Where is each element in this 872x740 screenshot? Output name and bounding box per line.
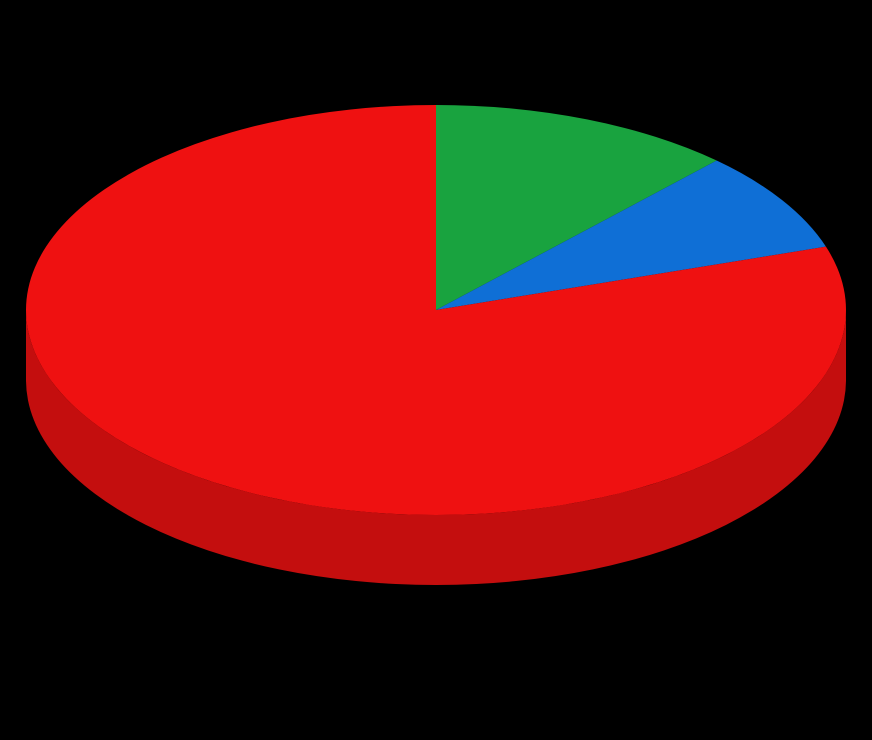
pie-chart-3d — [0, 0, 872, 740]
